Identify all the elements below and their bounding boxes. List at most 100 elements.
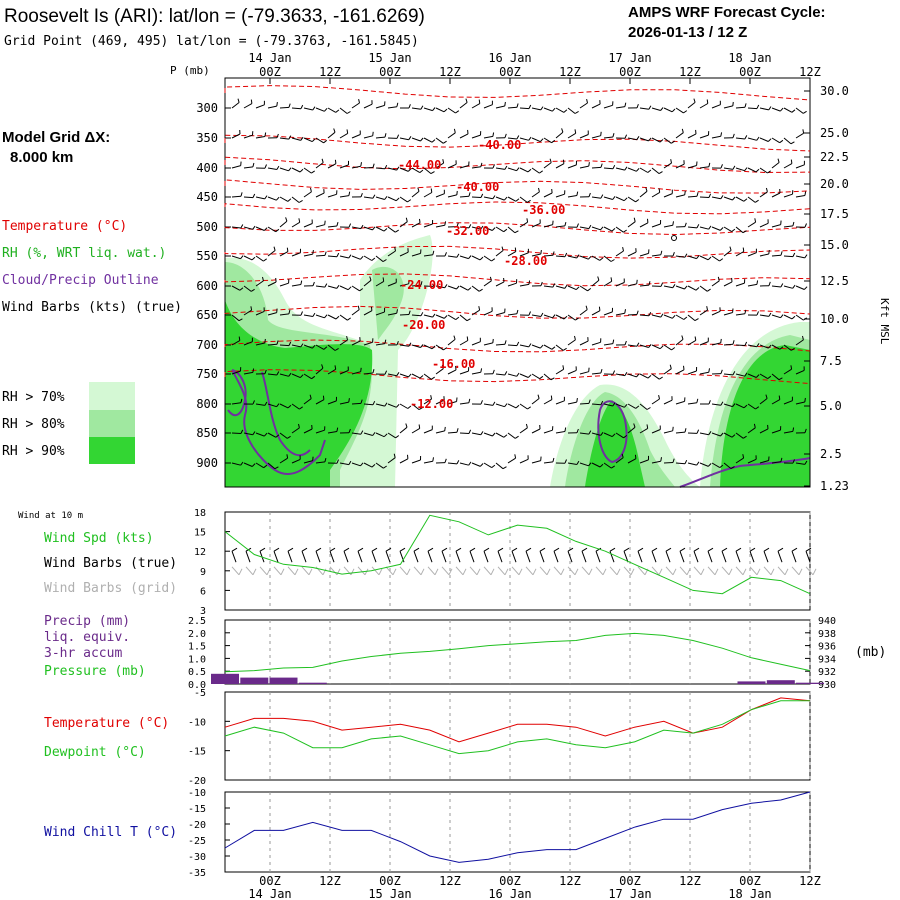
surface-wind-barb-flag [707,547,714,552]
pressure-tick-label: 600 [196,279,218,293]
windchill-panel-ytick-label: -35 [188,868,206,879]
wind-barb-flag [779,139,784,144]
wind-barb [507,196,517,202]
wind-barb [387,457,396,464]
wind-barb-flag [756,104,760,109]
wind-barb [363,310,373,316]
wind-barb [639,314,650,317]
wind-barb-flag [684,285,688,290]
wind-barb [435,137,444,144]
cloud-outline [227,369,811,488]
wind-barb-flag [528,311,531,316]
wind-barb-flag [408,373,412,378]
wind-barb-flag [263,258,267,262]
surface-wind-barb-flag [273,547,280,552]
wind-barb-flag [636,310,639,315]
wind-barb-flag [588,192,591,197]
surface-wind-barb [735,551,741,563]
wind-barb-flag [754,199,759,203]
wind-barb-flag [298,218,301,223]
wind-barb [579,285,588,292]
wind-barb [651,191,660,198]
wind-barb [291,403,300,410]
wind-barb [543,192,553,198]
wind-barb-flag [382,277,385,282]
wind-barb-flag [443,108,448,113]
wind-barb [495,226,504,233]
wind-barb-flag [444,426,446,431]
wind-barb-flag [250,288,255,292]
wind-barb-flag [624,102,627,107]
wind-barb [267,226,276,233]
wind-barb [267,343,278,346]
wind-barb-flag [720,195,724,200]
wind-barb-flag [612,164,616,170]
wind-barb-flag [624,340,627,346]
grid-wind-barb-flag [686,568,691,576]
wind-barb [783,137,792,145]
surface-wind-barb-flag [315,547,322,552]
wind-barb-flag [431,139,436,143]
wind-barb-flag [405,217,408,222]
wind-barb [519,167,529,173]
wind-barb [591,279,600,287]
temperature-contour-label: -40.00 [456,180,499,194]
wind-barb [327,400,337,405]
precip-label: Precip (mm) [44,614,130,629]
wind-barb-flag [480,225,484,230]
wind-barb [279,137,289,140]
surface-wind-barb-flag [343,547,350,552]
wind-barb-flag [431,345,436,350]
wind-barb-flag [730,466,735,470]
wind-barb-flag [707,463,712,467]
wind-barb [687,133,697,139]
wind-barb-flag [384,195,388,200]
wind-barb [279,344,290,347]
wind-barb [639,344,649,348]
wind-barb [663,285,673,289]
wind-barb-flag [383,433,388,438]
wind-barb [687,195,698,198]
wind-barb [483,342,493,346]
surface-wind-barb-flag [231,547,238,552]
wind-barb-flag [600,368,603,374]
wind-barb-flag [264,401,268,406]
surface-wind-barb [749,551,755,563]
wind-barb-flag [804,460,808,465]
wind-barb [675,462,686,465]
grid-wind-barb-flag [812,568,817,576]
wind-barb [351,371,361,375]
wind-barb [471,226,481,230]
wind-barb-flag [731,434,736,438]
wind-barb-flag [564,221,567,227]
pressure-tick-label: 350 [196,131,218,145]
wind-barb [603,311,613,316]
wind-barb [243,226,253,230]
legend-rh90: RH > 90% [2,444,65,459]
wind-barb-flag [360,255,364,260]
legend-rh: RH (%, WRT liq. wat.) [2,246,166,261]
wind-barb [699,226,709,230]
wind-barb [339,255,349,259]
wind-barb [255,136,265,139]
wind-barb-flag [286,435,291,439]
bottom-date-label: 17 Jan [608,887,651,900]
wind-barb-flag [564,459,567,464]
temperature-contour [224,179,811,194]
wind-barb-flag [552,283,556,288]
wind-barb [339,164,349,169]
grid-wind-barb-flag [518,568,523,576]
wind-barb-flag [696,398,699,403]
wind-barb [303,460,313,464]
wind-barb [303,314,313,317]
wind-barb-flag [480,368,483,373]
height-tick-label: 2.5 [820,447,842,461]
wind-barb [399,403,409,409]
wind-barb-flag [645,187,648,192]
surface-wind-barb-flag [301,547,308,552]
wind-barb-flag [744,372,748,377]
grid-wind-barb-flag [504,568,509,576]
wind-barb [651,460,661,464]
wind-barb-flag [346,335,348,341]
wind-barb-flag [611,228,616,232]
